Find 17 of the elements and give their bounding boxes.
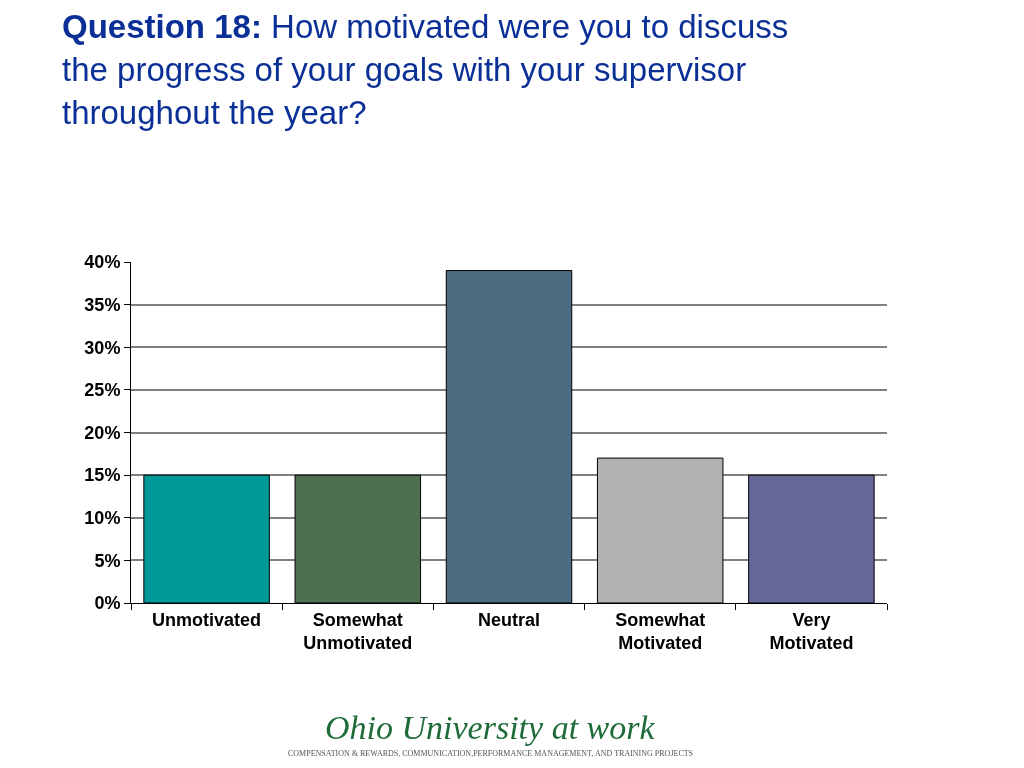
y-tick-label: 25% <box>84 380 121 401</box>
chart-title: Question 18: How motivated were you to discuss the progress of your goals with your supervisor throughout the year? <box>62 8 789 132</box>
y-tick-label: 15% <box>84 465 121 486</box>
y-tick-label: 5% <box>94 550 121 571</box>
y-tick-label: 10% <box>84 508 121 529</box>
y-tick-label: 35% <box>84 294 121 315</box>
y-tick-label: 0% <box>94 593 121 614</box>
y-tick-label: 40% <box>84 252 121 273</box>
x-tick-label: Very Motivated <box>769 609 854 653</box>
x-tick-label: Somewhat Unmotivated <box>303 609 413 653</box>
y-tick-label: 30% <box>84 337 121 358</box>
x-tick-label: Somewhat Motivated <box>615 609 706 653</box>
text: COMPENSATION & REWARDS, COMMUNICATION,PERFORMANCE MANAGEMENT, AND TRAINING PROJECTS <box>288 749 694 758</box>
y-tick-label: 20% <box>84 422 121 443</box>
x-tick-label: Neutral <box>477 609 541 630</box>
text: Ohio University at work <box>325 709 656 746</box>
x-tick-label: Unmotivated <box>152 609 262 630</box>
